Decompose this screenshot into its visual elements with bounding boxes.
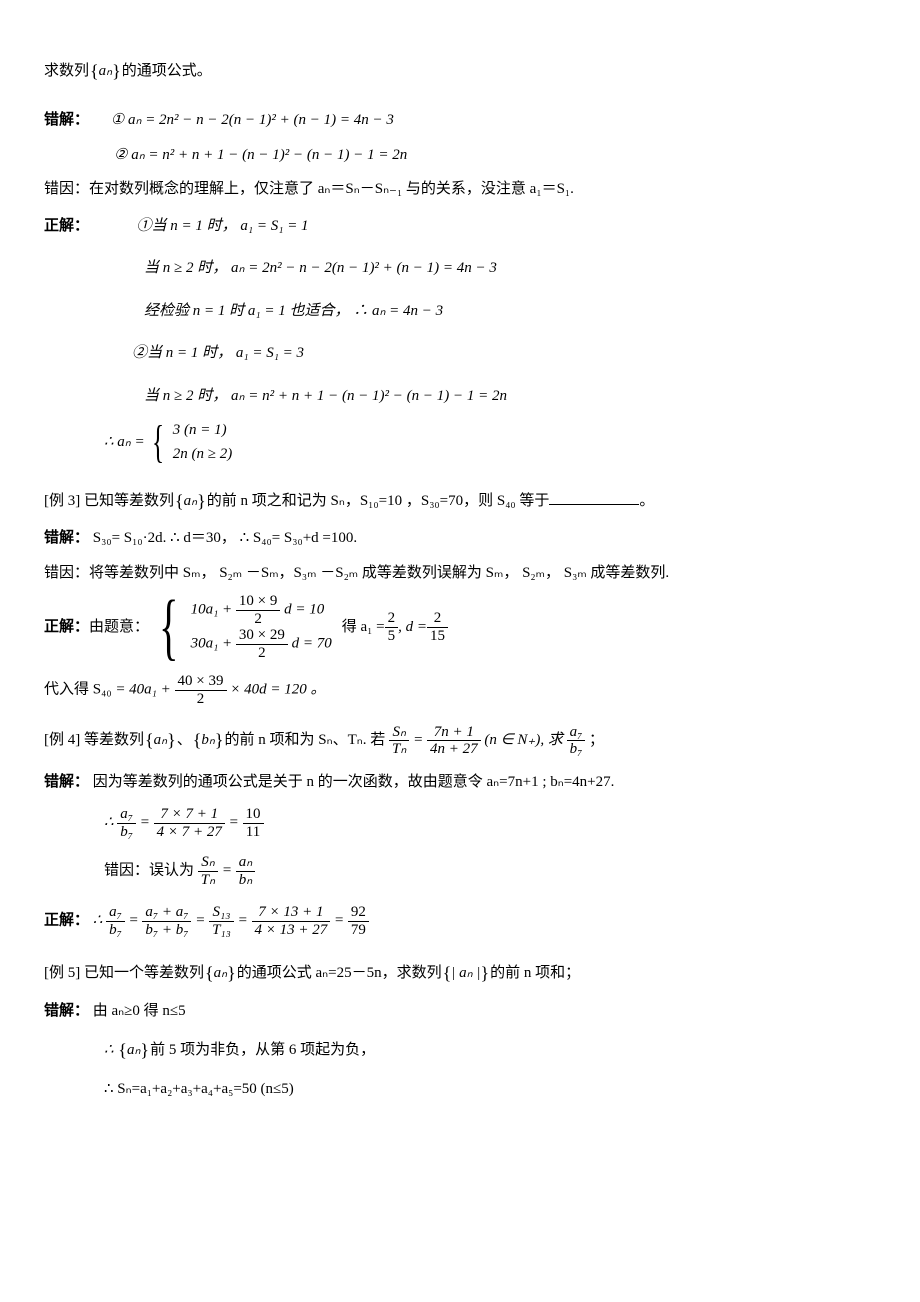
ex3-correct: 正解： 由题意： { 10a₁ + 10 × 92 d = 10 30a₁ + … — [44, 593, 876, 661]
eq: ②当 n = 1 时， a₁ = S₁ = 3 — [132, 345, 304, 361]
wrong-label: 错解： — [44, 111, 89, 128]
example-4: [例 4] 等差数列aₙ、bₙ的前 n 项和为 Sₙ、Tₙ. 若 SₙTₙ = … — [44, 723, 876, 758]
text: 求数列 — [44, 63, 89, 79]
ex3-wrong: 错解： S₃₀= S₁₀·2d. ∴ d＝30， ∴ S₄₀= S₃₀+d =1… — [44, 524, 876, 553]
reason-label: 错因： — [44, 181, 89, 197]
left-brace-icon: { — [159, 594, 179, 661]
ex5-line3: ∴ Sₙ=a₁+a₂+a₃+a₄+a₅=50 (n≤5) — [44, 1075, 876, 1104]
ex4-wrong: 错解： 因为等差数列的通项公式是关于 n 的一次函数，故由题意令 aₙ=7n+1… — [44, 768, 876, 797]
correct-label: 正解： — [44, 912, 89, 929]
eq: 经检验 n = 1 时 a₁ = 1 也适合， ∴ aₙ = 4n − 3 — [144, 303, 443, 319]
correct-6: ∴ aₙ = { 3 (n = 1) 2n (n ≥ 2) — [44, 418, 876, 466]
eq: ② aₙ = n² + n + 1 − (n − 1)² − (n − 1) −… — [114, 147, 407, 163]
text: S₃₀= S₁₀·2d. ∴ d＝30， ∴ S₄₀= S₃₀+d =100. — [93, 530, 357, 546]
sys-row-1: 10a₁ + 10 × 92 d = 10 — [191, 593, 332, 627]
seq-an: aₙ — [89, 54, 122, 88]
text: 。 — [639, 493, 654, 509]
ex4-reason: 错因：误认为 SₙTₙ = aₙbₙ — [44, 854, 876, 888]
text: 得 a₁ = — [342, 613, 385, 642]
question-intro: 求数列aₙ的通项公式。 — [44, 54, 876, 88]
correct-label: 正解： — [44, 217, 89, 234]
text: 错因：误认为 — [104, 863, 194, 879]
reason-label: 错因： — [44, 565, 89, 581]
example-3: [例 3] 已知等差数列aₙ的前 n 项之和记为 Sₙ，S₁₀=10 ，S₃₀=… — [44, 484, 876, 518]
text: 将等差数列中 Sₘ， S₂ₘ －Sₘ，S₃ₘ －S₂ₘ 成等差数列误解为 Sₘ，… — [89, 565, 669, 581]
text: [例 3] 已知等差数列 — [44, 493, 174, 509]
ex5-line2: ∴ aₙ前 5 项为非负，从第 6 项起为负， — [44, 1033, 876, 1067]
seq-an: aₙ — [174, 484, 207, 518]
text: [例 4] 等差数列 — [44, 732, 144, 748]
wrong-label: 错解： — [44, 1002, 89, 1019]
wrong-1: 错解： ① aₙ = 2n² − n − 2(n − 1)² + (n − 1)… — [44, 106, 876, 135]
eq: 当 n ≥ 2 时， aₙ = n² + n + 1 − (n − 1)² − … — [144, 388, 507, 404]
system: 10a₁ + 10 × 92 d = 10 30a₁ + 30 × 292 d … — [191, 593, 332, 661]
eq: 当 n ≥ 2 时， aₙ = 2n² − n − 2(n − 1)² + (n… — [144, 260, 497, 276]
correct-label: 正解： — [44, 613, 89, 642]
fill-blank — [549, 489, 639, 505]
pre: ∴ aₙ = — [104, 428, 145, 457]
text: , d = — [398, 613, 427, 642]
example-5: [例 5] 已知一个等差数列aₙ的通项公式 aₙ=25－5n，求数列| aₙ |… — [44, 956, 876, 990]
ex5-wrong: 错解： 由 aₙ≥0 得 n≤5 — [44, 997, 876, 1026]
correct-1: 正解： ①当 n = 1 时， a₁ = S₁ = 1 — [44, 212, 876, 241]
text: ∴ Sₙ=a₁+a₂+a₃+a₄+a₅=50 (n≤5) — [104, 1081, 294, 1097]
left-brace-icon: { — [152, 421, 164, 462]
ex4-wrong-2: ∴ a₇b₇ = 7 × 7 + 14 × 7 + 27 = 1011 — [44, 806, 876, 840]
correct-2: 当 n ≥ 2 时， aₙ = 2n² − n − 2(n − 1)² + (n… — [44, 254, 876, 283]
wrong-label: 错解： — [44, 773, 89, 790]
text: 代入得 S₄₀ — [44, 682, 112, 698]
text: 的前 n 项之和记为 Sₙ，S₁₀=10 ，S₃₀=70，则 S₄₀ 等于 — [207, 493, 550, 509]
sys-row-2: 30a₁ + 30 × 292 d = 70 — [191, 627, 332, 661]
text: 在对数列概念的理解上，仅注意了 aₙ＝Sₙ－Sₙ₋₁ 与的关系，没注意 a₁＝S… — [89, 181, 574, 197]
correct-4: ②当 n = 1 时， a₁ = S₁ = 3 — [44, 339, 876, 368]
reason-1: 错因：在对数列概念的理解上，仅注意了 aₙ＝Sₙ－Sₙ₋₁ 与的关系，没注意 a… — [44, 175, 876, 204]
case-2: 2n (n ≥ 2) — [173, 442, 232, 466]
text: [例 5] 已知一个等差数列 — [44, 965, 204, 981]
text: 由 aₙ≥0 得 n≤5 — [93, 1003, 186, 1019]
ex3-sub: 代入得 S₄₀ = 40a₁ + 40 × 392 × 40d = 120 。 — [44, 673, 876, 707]
wrong-2: ② aₙ = n² + n + 1 − (n − 1)² − (n − 1) −… — [44, 141, 876, 170]
case-1: 3 (n = 1) — [173, 418, 232, 442]
ex4-correct: 正解： ∴ a₇b₇ = a₇ + a₇b₇ + b₇ = S₁₃T₁₃ = 7… — [44, 904, 876, 938]
ex3-reason: 错因：将等差数列中 Sₘ， S₂ₘ －Sₘ，S₃ₘ －S₂ₘ 成等差数列误解为 … — [44, 559, 876, 588]
cases: 3 (n = 1) 2n (n ≥ 2) — [173, 418, 232, 466]
text: 的通项公式。 — [122, 63, 212, 79]
text: 因为等差数列的通项公式是关于 n 的一次函数，故由题意令 aₙ=7n+1 ; b… — [93, 774, 615, 790]
wrong-label: 错解： — [44, 529, 89, 546]
correct-5: 当 n ≥ 2 时， aₙ = n² + n + 1 − (n − 1)² − … — [44, 382, 876, 411]
correct-3: 经检验 n = 1 时 a₁ = 1 也适合， ∴ aₙ = 4n − 3 — [44, 297, 876, 326]
eq: ① aₙ = 2n² − n − 2(n − 1)² + (n − 1) = 4… — [111, 112, 394, 128]
eq: ①当 n = 1 时， a₁ = S₁ = 1 — [137, 218, 309, 234]
text: 由题意： — [89, 613, 149, 642]
